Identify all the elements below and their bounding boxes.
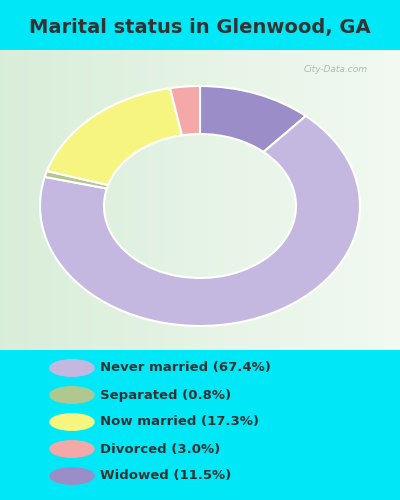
Text: City-Data.com: City-Data.com [304, 65, 368, 74]
Text: Widowed (11.5%): Widowed (11.5%) [100, 470, 231, 482]
Circle shape [50, 441, 94, 457]
Circle shape [50, 414, 94, 430]
Circle shape [50, 387, 94, 403]
Wedge shape [47, 88, 182, 185]
Text: Never married (67.4%): Never married (67.4%) [100, 362, 271, 374]
Wedge shape [170, 86, 200, 136]
Text: Separated (0.8%): Separated (0.8%) [100, 388, 231, 402]
Wedge shape [45, 171, 108, 188]
Circle shape [50, 468, 94, 484]
Text: Divorced (3.0%): Divorced (3.0%) [100, 442, 220, 456]
Wedge shape [200, 86, 306, 152]
Wedge shape [40, 116, 360, 326]
Text: Now married (17.3%): Now married (17.3%) [100, 416, 259, 428]
Text: Marital status in Glenwood, GA: Marital status in Glenwood, GA [29, 18, 371, 37]
Circle shape [50, 360, 94, 376]
